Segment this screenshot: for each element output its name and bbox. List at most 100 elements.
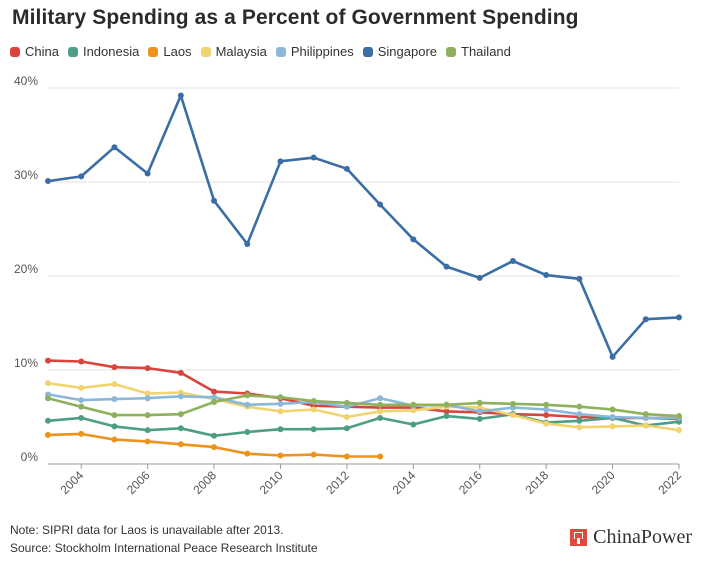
x-tick-label: 2012 — [323, 468, 352, 497]
data-point-thailand — [177, 411, 184, 418]
data-point-malaysia — [144, 390, 151, 397]
legend-label: Singapore — [377, 44, 438, 59]
data-point-singapore — [144, 170, 151, 177]
data-point-laos — [377, 453, 384, 460]
y-tick-label: 10% — [14, 356, 38, 370]
data-point-indonesia — [443, 413, 450, 420]
series-line-thailand — [46, 394, 681, 418]
data-point-singapore — [443, 263, 450, 270]
data-point-malaysia — [676, 427, 682, 434]
data-point-singapore — [576, 275, 583, 282]
brand-name: ChinaPower — [593, 526, 692, 548]
y-tick-label: 40% — [14, 74, 38, 88]
data-point-thailand — [277, 394, 284, 401]
x-tick-label: 2016 — [456, 468, 485, 497]
legend-item-malaysia: Malaysia — [200, 44, 267, 59]
y-tick-label: 20% — [14, 262, 38, 276]
footer-source: Source: Stockholm International Peace Re… — [10, 541, 318, 555]
data-point-thailand — [310, 398, 317, 405]
data-point-laos — [45, 431, 51, 438]
legend-swatch — [275, 46, 286, 57]
data-point-singapore — [310, 154, 317, 161]
data-point-malaysia — [410, 407, 417, 414]
data-point-laos — [343, 453, 350, 460]
data-point-thailand — [476, 399, 483, 406]
x-tick-label: 2006 — [124, 468, 153, 497]
legend-item-indonesia: Indonesia — [67, 44, 139, 59]
x-axis-ticks: 2004 2006 2008 2010 2012 2014 2016 2018 2020 2022 — [58, 464, 684, 497]
data-point-indonesia — [576, 417, 583, 424]
data-point-indonesia — [277, 426, 284, 433]
x-tick-label: 2020 — [589, 468, 618, 497]
chinapower-logo-icon — [570, 529, 588, 546]
data-point-laos — [111, 436, 118, 443]
data-point-china — [211, 388, 218, 395]
x-tick-label: 2008 — [190, 468, 219, 497]
legend-swatch — [200, 46, 211, 57]
series-line-philippines — [46, 393, 681, 420]
data-point-laos — [177, 441, 184, 448]
data-point-philippines — [277, 400, 284, 407]
data-point-thailand — [543, 401, 550, 408]
data-point-thailand — [509, 400, 516, 407]
series-line-china — [46, 359, 681, 421]
data-point-indonesia — [45, 417, 51, 424]
legend-swatch — [10, 46, 20, 57]
data-point-indonesia — [310, 426, 317, 433]
data-point-malaysia — [509, 412, 516, 419]
data-point-china — [144, 365, 151, 372]
data-point-thailand — [78, 403, 85, 410]
data-point-thailand — [642, 411, 649, 418]
data-point-indonesia — [177, 425, 184, 432]
data-point-philippines — [177, 393, 184, 400]
data-point-philippines — [111, 396, 118, 403]
chart-title: Military Spending as a Percent of Govern… — [12, 6, 579, 29]
data-point-china — [543, 412, 550, 419]
data-point-indonesia — [78, 414, 85, 421]
data-point-singapore — [111, 144, 118, 151]
data-point-philippines — [144, 395, 151, 402]
data-point-philippines — [576, 411, 583, 418]
legend-swatch — [148, 46, 159, 57]
series-line-singapore — [46, 94, 681, 359]
data-point-thailand — [410, 401, 417, 408]
x-tick-label: 2010 — [257, 468, 286, 497]
data-point-thailand — [111, 412, 118, 419]
y-tick-label: 30% — [14, 168, 38, 182]
legend-item-singapore: Singapore — [362, 44, 438, 59]
data-point-indonesia — [244, 429, 251, 436]
data-point-singapore — [45, 178, 51, 185]
legend-item-china: China — [10, 44, 59, 59]
data-point-malaysia — [343, 414, 350, 420]
data-point-malaysia — [609, 423, 616, 430]
data-point-indonesia — [377, 414, 384, 421]
series-line-indonesia — [46, 412, 681, 438]
legend-item-laos: Laos — [148, 44, 192, 59]
data-point-malaysia — [277, 408, 284, 415]
y-tick-label: 0% — [21, 450, 39, 464]
data-point-thailand — [45, 395, 51, 402]
data-point-singapore — [509, 257, 516, 264]
legend-label: Thailand — [461, 44, 511, 59]
data-point-laos — [211, 444, 218, 451]
data-point-singapore — [277, 158, 284, 165]
data-point-china — [177, 369, 184, 376]
data-point-laos — [144, 438, 151, 445]
data-point-indonesia — [410, 421, 417, 428]
data-point-thailand — [343, 399, 350, 406]
x-tick-label: 2022 — [655, 468, 684, 497]
data-point-malaysia — [642, 422, 649, 429]
data-point-laos — [310, 451, 317, 458]
data-point-indonesia — [476, 415, 483, 422]
data-point-thailand — [244, 392, 251, 399]
data-point-philippines — [211, 394, 218, 401]
legend-swatch — [67, 46, 78, 57]
series-line-malaysia — [46, 381, 681, 432]
data-point-china — [78, 358, 85, 365]
data-point-malaysia — [45, 380, 51, 387]
data-point-thailand — [443, 401, 450, 408]
data-point-malaysia — [78, 384, 85, 391]
y-axis-ticks: 0% 10% 20% 30% 40% — [14, 74, 38, 464]
data-point-philippines — [377, 395, 384, 402]
